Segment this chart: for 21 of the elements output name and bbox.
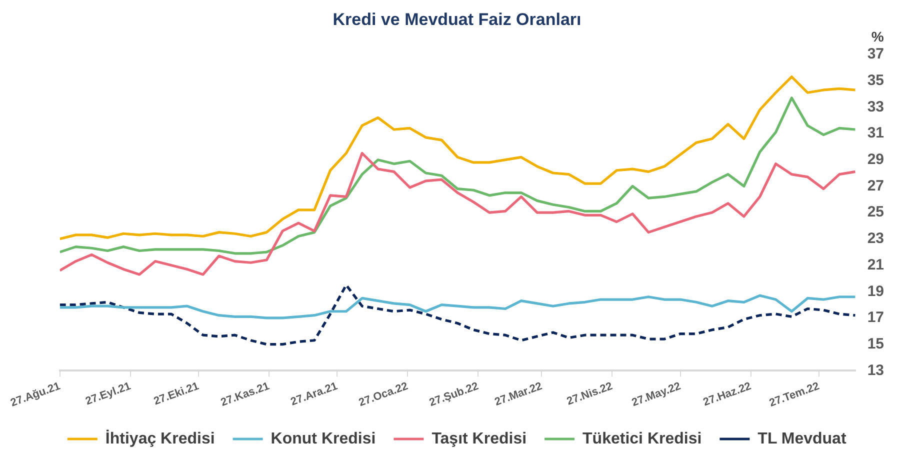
y-tick-label: 15 (867, 335, 884, 352)
legend-label: Tüketici Kredisi (582, 430, 702, 448)
legend-label: Konut Kredisi (270, 430, 376, 448)
y-tick-label: 17 (867, 309, 884, 326)
y-tick-label: 35 (867, 72, 884, 89)
y-tick-label: 31 (867, 124, 884, 142)
line-series (60, 284, 856, 346)
y-tick-label: 13 (867, 362, 884, 379)
legend-label: İhtiyaç Kredisi (105, 429, 215, 448)
y-tick-label: 23 (867, 230, 884, 248)
chart-title: Kredi ve Mevduat Faiz Oranları (332, 10, 582, 29)
y-tick-label: 37 (867, 46, 884, 63)
legend-label: TL Mevduat (758, 430, 847, 448)
y-tick-label: 19 (867, 282, 884, 300)
y-tick-label: 29 (867, 150, 884, 168)
y-axis-title: % (871, 28, 884, 44)
y-tick-label: 27 (867, 177, 884, 194)
legend-label: Taşıt Kredisi (432, 430, 527, 448)
y-tick-label: 33 (867, 98, 884, 116)
y-tick-label: 21 (867, 256, 884, 274)
y-tick-label: 25 (867, 204, 884, 221)
